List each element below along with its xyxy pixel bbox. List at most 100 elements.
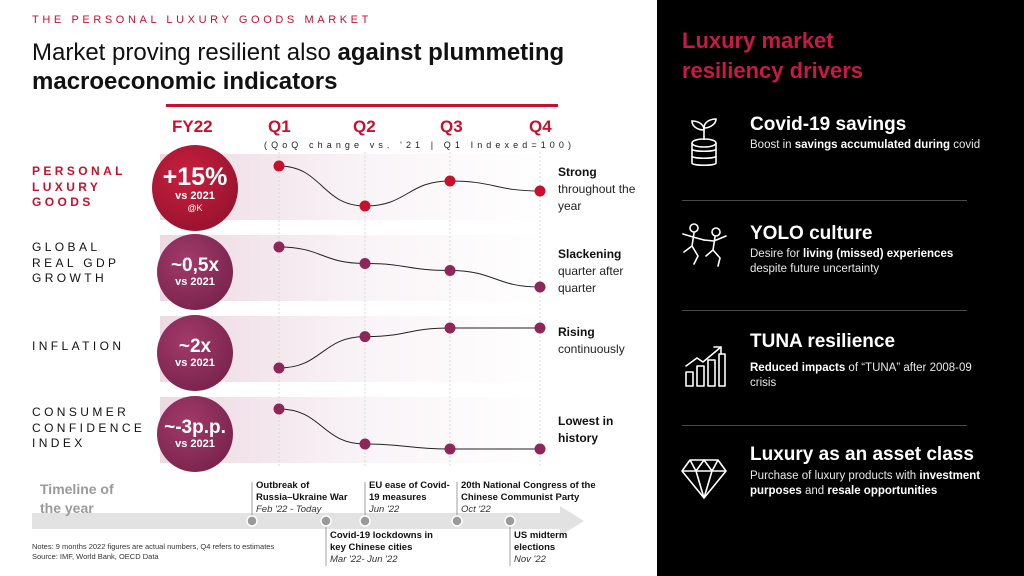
series-line-2 — [278, 246, 541, 288]
data-point-s1-q3 — [444, 175, 456, 187]
desc-part: and — [801, 485, 828, 497]
data-point-s3-q4 — [534, 322, 546, 334]
desc-part: Desire for — [750, 248, 804, 260]
footnotes: Notes: 9 months 2022 figures are actual … — [32, 542, 274, 562]
driver-desc-yolo: Desire for living (missed) experiences d… — [750, 247, 990, 277]
timeline-arrow — [32, 506, 584, 536]
comment-luxury: Strong throughout the year — [558, 164, 656, 215]
data-point-s1-q4 — [534, 185, 546, 197]
timeline-event-congress: 20th National Congress of the Chinese Co… — [461, 480, 596, 516]
event-title: US midterm — [514, 530, 568, 541]
fy22-compare-gdp: vs 2021 — [175, 275, 215, 288]
event-date: Oct '22 — [461, 504, 491, 515]
panel-title-line: Luxury market — [682, 28, 834, 53]
fy22-value-luxury: +15% — [162, 162, 228, 191]
row-label-luxury: PERSONAL LUXURY GOODS — [32, 164, 126, 211]
column-header-q2: Q2 — [353, 117, 376, 136]
event-title: Outbreak of — [256, 480, 310, 491]
driver-title-yolo: YOLO culture — [750, 223, 873, 244]
row-label-inflation: INFLATION — [32, 339, 124, 355]
panel-title-line: resiliency drivers — [682, 58, 864, 83]
fy22-circle-gdp: ~0,5x vs 2021 — [157, 234, 233, 310]
fy22-compare-confidence: vs 2021 — [175, 437, 215, 450]
header-accent-bar — [166, 104, 558, 107]
desc-part: despite future uncertainty — [750, 263, 880, 275]
title-bold-2: macroeconomic indicators — [32, 68, 338, 95]
plant-coins-icon — [691, 118, 717, 167]
event-title: Covid-19 lockdowns in — [330, 530, 433, 541]
event-date: Jun '22 — [369, 504, 400, 515]
row-label-line: LUXURY — [32, 179, 102, 194]
row-label-line: GROWTH — [32, 271, 108, 285]
timeline-event-lockdowns: Covid-19 lockdowns in key Chinese cities… — [330, 530, 433, 566]
row-label-line: GLOBAL — [32, 240, 101, 254]
comment-inflation: Rising continuously — [558, 324, 656, 358]
fy22-circle-luxury: +15% vs 2021 @K — [152, 145, 238, 231]
timeline-label: Timeline of the year — [40, 480, 114, 518]
desc-part: covid — [950, 139, 981, 151]
desc-part: Purchase of luxury products with — [750, 470, 920, 482]
row-label-line: PERSONAL — [32, 164, 126, 178]
title-regular: Market proving resilient also — [32, 39, 338, 66]
data-point-s3-q1 — [273, 362, 285, 374]
driver-title-tuna: TUNA resilience — [750, 331, 896, 352]
desc-part: Boost in — [750, 139, 795, 151]
data-point-s1-q1 — [273, 160, 285, 172]
data-point-s4-q1 — [273, 403, 285, 415]
row-label-line: INDEX — [32, 436, 86, 450]
event-title: Chinese Communist Party — [461, 492, 580, 503]
comment-gdp-bold: Slackening — [558, 247, 622, 261]
driver-title-covid: Covid-19 savings — [750, 114, 907, 135]
driver-desc-tuna: Reduced impacts of “TUNA” after 2008-09 … — [750, 361, 990, 391]
event-date: Feb '22 - Today — [256, 504, 322, 515]
column-header-q1: Q1 — [268, 117, 291, 136]
fy22-compare-inflation: vs 2021 — [175, 356, 215, 369]
fy22-circle-confidence: ~-3p.p. vs 2021 — [157, 396, 233, 472]
column-header-fy22: FY22 — [172, 117, 213, 136]
column-header-q4: Q4 — [529, 117, 552, 136]
chart-subtitle: (QoQ change vs. '21 | Q1 Indexed=100) — [264, 140, 576, 150]
comment-confidence: Lowest in history — [558, 413, 656, 447]
fy22-circle-inflation: ~2x vs 2021 — [157, 315, 233, 391]
column-header-q3: Q3 — [440, 117, 463, 136]
driver-separator — [682, 310, 967, 311]
timeline-event-midterms: US midterm elections Nov '22 — [514, 530, 567, 566]
series-line-3 — [278, 327, 540, 369]
comment-gdp-rest: quarter after quarter — [558, 264, 624, 295]
driver-separator — [682, 425, 967, 426]
event-title: key Chinese cities — [330, 542, 413, 553]
timeline-marker-3 — [359, 515, 371, 527]
desc-part: savings accumulated during — [794, 139, 951, 151]
timeline-marker-4 — [451, 515, 463, 527]
row-label-line: CONSUMER — [32, 405, 130, 419]
fy22-compare-luxury: vs 2021 — [175, 189, 215, 202]
fy22-note-luxury: @K — [187, 202, 203, 213]
comment-inflation-rest: continuously — [558, 342, 625, 356]
desc-part: Reduced impacts — [750, 362, 846, 374]
data-point-s4-q2 — [359, 438, 371, 450]
series-line-4 — [278, 408, 540, 450]
data-point-s2-q2 — [359, 257, 371, 269]
data-point-s3-q2 — [359, 331, 371, 343]
footnote-notes: Notes: 9 months 2022 figures are actual … — [32, 542, 275, 551]
event-title: elections — [514, 542, 556, 553]
people-jumping-icon — [682, 223, 727, 267]
data-point-s1-q2 — [359, 200, 371, 212]
panel-title: Luxury market resiliency drivers — [682, 26, 863, 86]
comment-luxury-bold: Strong — [558, 165, 597, 179]
timeline-marker-5 — [504, 515, 516, 527]
data-point-s2-q4 — [534, 281, 546, 293]
event-title: 20th National Congress of the — [461, 480, 596, 491]
comment-inflation-bold: Rising — [558, 325, 595, 339]
row-label-line: CONFIDENCE — [32, 420, 146, 435]
event-date: Mar '22- Jun '22 — [330, 554, 398, 565]
comment-confidence-bold: Lowest in history — [558, 414, 614, 445]
quarterly-line-chart — [32, 152, 584, 566]
driver-separator — [682, 200, 967, 201]
eyebrow-label: THE PERSONAL LUXURY GOODS MARKET — [32, 14, 372, 26]
desc-part: investment purposes — [750, 470, 981, 497]
timeline-marker-2 — [320, 515, 332, 527]
driver-desc-asset: Purchase of luxury products with investm… — [750, 469, 990, 499]
timeline-marker-1 — [246, 515, 258, 527]
timeline-event-ukraine: Outbreak of Russia–Ukraine War Feb '22 -… — [256, 480, 348, 516]
